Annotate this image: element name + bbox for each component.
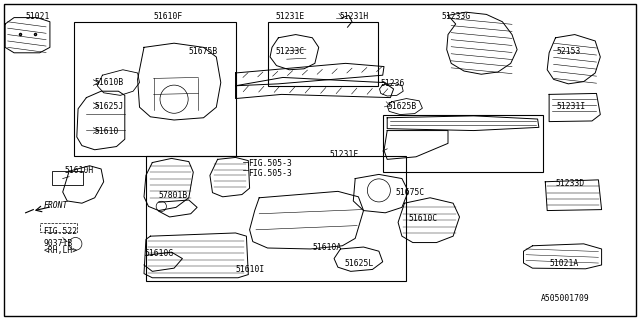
Text: FIG.505-3: FIG.505-3 (248, 169, 292, 178)
Bar (52, 171, 83, 185)
Text: 51233D: 51233D (556, 179, 585, 188)
Bar (383, 115, 543, 172)
Text: 51231E: 51231E (275, 12, 305, 21)
Text: 52153: 52153 (557, 47, 581, 56)
Text: 51610I: 51610I (236, 265, 265, 274)
Text: 51233G: 51233G (442, 12, 471, 21)
Text: 51021A: 51021A (549, 259, 579, 268)
Text: 51610A: 51610A (312, 243, 342, 252)
Text: A505001709: A505001709 (541, 294, 589, 303)
Text: FIG.522: FIG.522 (44, 227, 77, 236)
Text: 51231F: 51231F (330, 150, 359, 159)
Text: 51231H: 51231H (339, 12, 369, 21)
Text: 51610C: 51610C (408, 214, 438, 223)
Text: 51610F: 51610F (154, 12, 183, 21)
Bar (146, 156, 406, 281)
Text: 51236: 51236 (381, 79, 405, 88)
Text: 51610B: 51610B (95, 78, 124, 87)
Bar (268, 22, 378, 86)
Text: 51675B: 51675B (189, 47, 218, 56)
Text: 57801B: 57801B (159, 191, 188, 200)
Text: 51625J: 51625J (95, 102, 124, 111)
Bar (40, 223, 77, 232)
Text: 51233C: 51233C (275, 47, 305, 56)
Text: 51021: 51021 (26, 12, 50, 21)
Text: 51625B: 51625B (387, 102, 417, 111)
Text: 51675C: 51675C (396, 188, 425, 197)
Text: 90371B: 90371B (44, 239, 73, 248)
Text: FIG.505-3: FIG.505-3 (248, 159, 292, 168)
Text: 51610: 51610 (95, 127, 119, 136)
Bar (74, 22, 236, 156)
Text: 51625L: 51625L (344, 259, 374, 268)
Text: 51231I: 51231I (557, 102, 586, 111)
Text: <RH,LH>: <RH,LH> (44, 246, 77, 255)
Text: FRONT: FRONT (44, 201, 68, 210)
Text: 51610H: 51610H (64, 166, 93, 175)
Text: 51610G: 51610G (144, 249, 173, 258)
